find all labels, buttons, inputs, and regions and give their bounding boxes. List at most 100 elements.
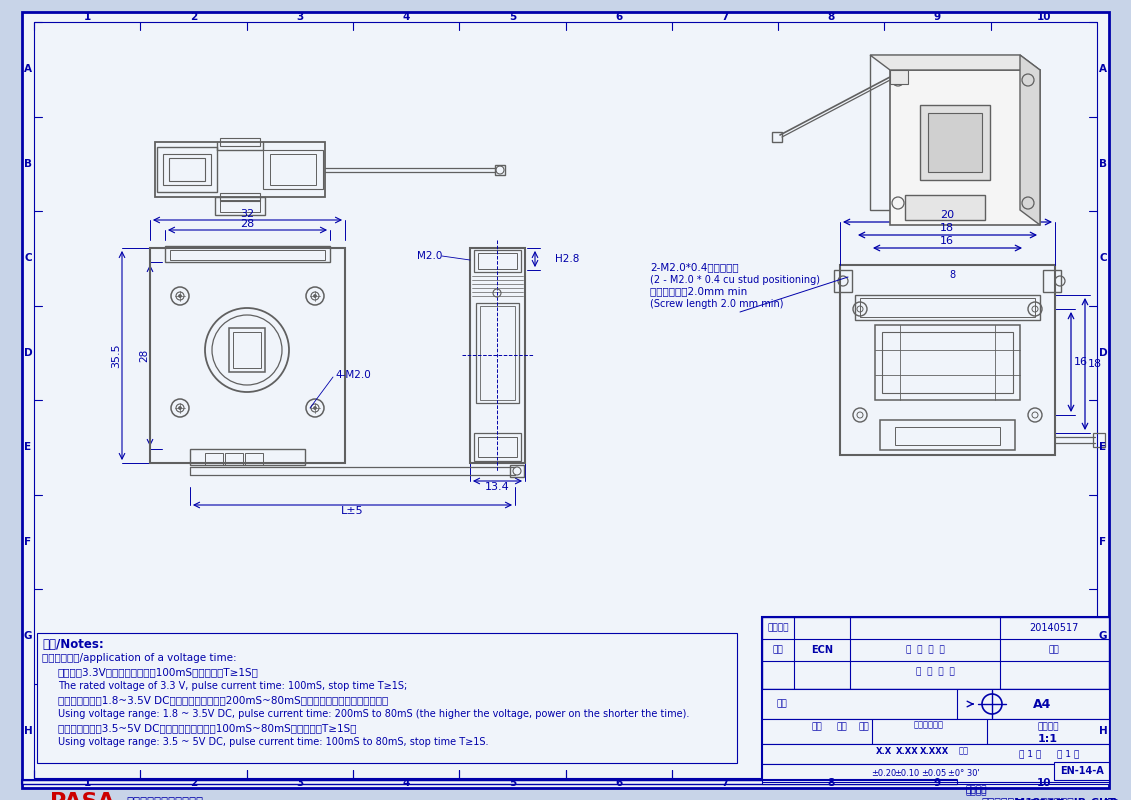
Bar [474, 433, 521, 461]
Text: PASA: PASA [389, 115, 477, 145]
Text: 版本: 版本 [772, 646, 784, 654]
Text: A4: A4 [1033, 698, 1051, 710]
Text: H: H [24, 726, 33, 736]
Bar [478, 253, 517, 269]
Text: 未注公差表头: 未注公差表头 [914, 721, 944, 730]
Text: 20: 20 [940, 210, 955, 220]
Bar [150, 248, 345, 463]
Text: 使用电压范围：3.5~5V DC时，脉冲通电时间：100mS~80mS，间停时间T≥1S。: 使用电压范围：3.5~5V DC时，脉冲通电时间：100mS~80mS，间停时间… [58, 723, 356, 733]
Bar [225, 453, 243, 465]
Bar [772, 132, 782, 142]
Text: 5: 5 [509, 12, 516, 22]
Text: 4-M2.0: 4-M2.0 [335, 370, 371, 380]
Bar [474, 250, 521, 272]
Text: 9: 9 [934, 778, 941, 788]
Bar [221, 193, 260, 201]
Text: 28: 28 [139, 349, 149, 362]
Text: PASA: PASA [920, 204, 1041, 246]
Bar [905, 195, 985, 220]
Circle shape [313, 294, 317, 298]
Bar [880, 420, 1015, 450]
Bar [510, 465, 524, 477]
Bar [155, 142, 325, 197]
Bar [890, 70, 908, 84]
Text: PASA: PASA [705, 204, 826, 246]
Text: 13.4: 13.4 [485, 482, 510, 492]
Text: PASA: PASA [59, 494, 181, 536]
Text: D: D [24, 348, 33, 358]
Bar [860, 298, 1035, 317]
Text: 图纸编号: 图纸编号 [965, 786, 986, 794]
Text: PASA: PASA [59, 204, 181, 246]
Text: PASA: PASA [855, 415, 944, 445]
Text: PASA: PASA [705, 639, 826, 681]
Text: 18: 18 [1088, 359, 1102, 369]
Bar [762, 617, 1110, 780]
Text: A: A [1099, 64, 1107, 74]
Text: C: C [24, 254, 32, 263]
Bar [215, 197, 265, 215]
Text: 第 1 页: 第 1 页 [1056, 750, 1079, 758]
Text: 备注/Notes:: 备注/Notes: [42, 638, 104, 651]
Bar [895, 427, 1000, 445]
Circle shape [313, 406, 317, 410]
Bar [165, 246, 330, 262]
Text: Using voltage range: 3.5 ~ 5V DC, pulse current time: 100mS to 80mS, stop time T: Using voltage range: 3.5 ~ 5V DC, pulse … [58, 737, 489, 747]
Text: PASA: PASA [705, 349, 826, 391]
Text: 图纸比例: 图纸比例 [1037, 722, 1059, 731]
Text: 初次发行: 初次发行 [767, 623, 788, 633]
Text: PASA: PASA [490, 494, 611, 536]
Text: PASA: PASA [275, 204, 396, 246]
Bar [245, 453, 264, 465]
Text: 7: 7 [722, 778, 728, 788]
Bar [1054, 762, 1110, 780]
Text: 3: 3 [296, 12, 303, 22]
Text: PASA: PASA [920, 639, 1041, 681]
Text: 图纸名称: 图纸名称 [965, 787, 986, 797]
Text: X.XX: X.XX [896, 746, 918, 755]
Text: 10: 10 [1037, 12, 1051, 22]
Text: A: A [24, 64, 32, 74]
Bar [762, 689, 1110, 719]
Text: 使用电压范围：1.8~3.5V DC时，脉冲通电时间：200mS~80mS（电压越高，通电时间越短。）: 使用电压范围：1.8~3.5V DC时，脉冲通电时间：200mS~80mS（电压… [58, 695, 388, 705]
Text: 6: 6 [615, 778, 622, 788]
Text: 日期: 日期 [1048, 646, 1060, 654]
Text: 8: 8 [828, 12, 835, 22]
Text: ±0.20: ±0.20 [871, 770, 897, 778]
Text: PASA: PASA [389, 415, 477, 445]
Bar [221, 138, 260, 146]
Text: PASA: PASA [705, 494, 826, 536]
Bar [920, 105, 990, 180]
Text: PASA: PASA [156, 266, 244, 294]
Text: F: F [1099, 537, 1106, 546]
Text: 马达一体式M12合金镜头座IR-CUT: 马达一体式M12合金镜头座IR-CUT [982, 797, 1116, 800]
Bar [840, 265, 1055, 455]
Text: PASA: PASA [490, 349, 611, 391]
Text: X.XXX: X.XXX [920, 746, 949, 755]
Polygon shape [870, 55, 1041, 70]
Text: 3: 3 [296, 778, 303, 788]
Text: B: B [24, 158, 32, 169]
Text: Using voltage range: 1.8 ~ 3.5V DC, pulse current time: 200mS to 80mS (the highe: Using voltage range: 1.8 ~ 3.5V DC, puls… [58, 709, 690, 719]
Text: H: H [1098, 726, 1107, 736]
Bar [875, 325, 1020, 400]
Text: PASA: PASA [59, 59, 181, 101]
Text: 1: 1 [84, 12, 90, 22]
Bar [890, 70, 1041, 225]
Text: PASA: PASA [490, 59, 611, 101]
Text: ±0.05: ±0.05 [922, 770, 947, 778]
Polygon shape [1020, 55, 1041, 225]
Bar [228, 328, 265, 372]
Text: 材料: 材料 [777, 699, 787, 709]
Text: PASA: PASA [490, 639, 611, 681]
Bar [762, 719, 1110, 744]
Text: 6x2817xx-xx00: 6x2817xx-xx00 [1013, 798, 1121, 800]
Text: 5: 5 [509, 778, 516, 788]
Text: H2.8: H2.8 [555, 254, 579, 264]
Bar [870, 55, 1020, 210]
Text: 28: 28 [241, 219, 254, 229]
Bar [470, 248, 525, 463]
Bar [163, 154, 211, 185]
Text: PASA: PASA [920, 494, 1041, 536]
Text: 2: 2 [190, 12, 197, 22]
